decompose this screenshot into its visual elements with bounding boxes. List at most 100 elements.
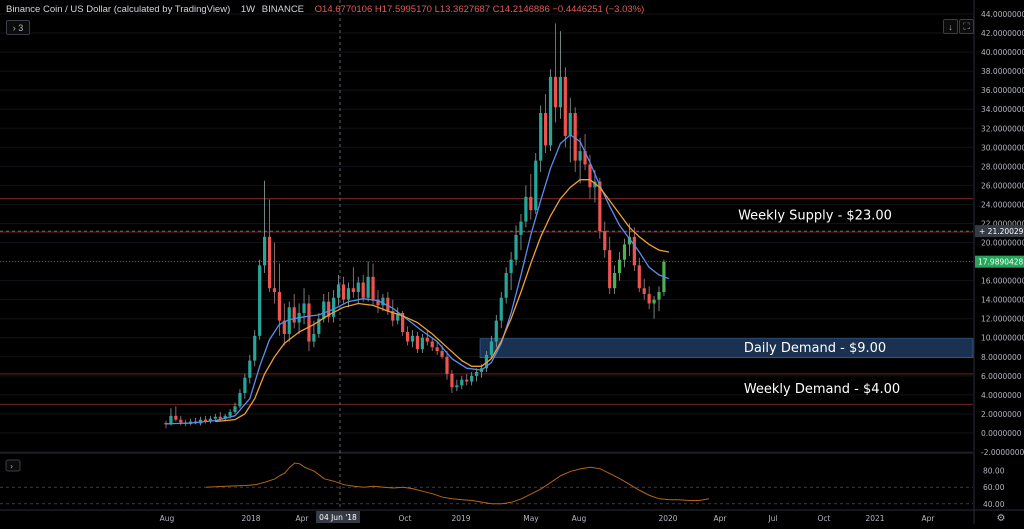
candle (415, 332, 420, 353)
candle-body (277, 292, 281, 321)
ohlc-values: O14.6770106 H17.5995170 L13.3627687 C14.… (314, 4, 645, 15)
candle-body (637, 265, 641, 289)
candle-body (425, 337, 429, 342)
candle-body (223, 415, 227, 419)
price-tick-label: 2.0000000 (981, 410, 1022, 419)
candle (563, 67, 567, 148)
candle (484, 351, 489, 373)
price-tick-label: 10.0000000 (981, 334, 1024, 343)
time-tick-label: Apr (296, 514, 310, 523)
candle (558, 31, 562, 119)
candle (460, 375, 464, 390)
price-tick-label: 28.0000000 (981, 162, 1024, 171)
candle-body (341, 284, 346, 300)
arrow-down-icon[interactable]: ↓ (943, 19, 958, 34)
candle-body (613, 272, 617, 289)
candle (637, 257, 641, 293)
candle-body (332, 297, 336, 317)
maximize-icon[interactable]: ⛶ (959, 19, 974, 34)
candle-body (647, 293, 651, 304)
candle-body (322, 301, 326, 319)
candle-body (396, 312, 400, 321)
price-tick-label: 26.0000000 (981, 181, 1024, 190)
candle-body (450, 373, 454, 388)
candle-body (302, 303, 306, 313)
current-price-label: 17.9890428 (978, 258, 1024, 267)
time-tick-label: Jul (767, 514, 777, 523)
candle (450, 370, 454, 393)
price-tick-label: 40.0000000 (981, 48, 1024, 57)
demand-zone-box (479, 338, 974, 359)
oscillator-tick-label: 60.00 (983, 483, 1005, 492)
candle (272, 242, 277, 304)
candle (524, 185, 528, 228)
candle-body (608, 250, 612, 289)
candle (519, 213, 523, 251)
time-tick-label: Oct (399, 514, 412, 523)
candle-body (243, 377, 247, 393)
candle-body (514, 234, 518, 260)
candle (647, 286, 651, 310)
candle-body (401, 312, 405, 333)
candle-body (336, 284, 341, 298)
candle (617, 252, 622, 281)
time-tick-label: 2021 (865, 514, 884, 523)
candle-body (534, 160, 538, 211)
price-tick-label: 14.0000000 (981, 296, 1024, 305)
candle (603, 221, 607, 258)
candle-body (583, 151, 587, 165)
candle-body (544, 113, 548, 146)
candle-body (430, 341, 434, 348)
candle-body (509, 259, 513, 273)
price-tick-label: 4.0000000 (981, 391, 1022, 400)
candle (544, 93, 548, 154)
level-label: Weekly Demand - $4.00 (744, 382, 900, 397)
candle-body (494, 320, 498, 342)
candle (652, 295, 656, 319)
candle-body (208, 418, 212, 422)
candle-body (455, 385, 459, 388)
candle-body (568, 113, 572, 136)
candle-body (391, 311, 395, 321)
candle-body (622, 244, 627, 260)
crosshair-time-label: 04 Jun '18 (319, 513, 357, 522)
candle-body (203, 419, 208, 422)
candle (622, 238, 627, 268)
candle (174, 406, 178, 422)
candle (578, 137, 582, 184)
gear-icon[interactable]: ⚙ (997, 513, 1006, 524)
candle (243, 373, 247, 399)
candle (317, 312, 321, 338)
candle-body (381, 297, 385, 306)
candle-body (366, 276, 370, 298)
candle (292, 293, 296, 329)
candle-body (474, 372, 479, 376)
candle (642, 278, 646, 300)
time-tick-label: Apr (714, 514, 728, 523)
candle-body (371, 276, 375, 300)
interval-label[interactable]: 1W (240, 4, 256, 15)
candle-body (470, 375, 474, 382)
candle-body (233, 406, 237, 413)
candle-body (553, 76, 558, 108)
price-tick-label: -2.0000000 (981, 448, 1024, 457)
candle (307, 294, 311, 352)
candle-body (539, 113, 543, 161)
candle-body (460, 379, 464, 386)
candle-body (632, 236, 636, 266)
indicators-collapse-button[interactable]: › 3 (6, 20, 30, 35)
oscillator-tick-label: 80.00 (983, 467, 1005, 476)
price-tick-label: 12.0000000 (981, 315, 1024, 324)
candle-body (410, 335, 415, 342)
candle (248, 354, 252, 384)
candle (657, 286, 661, 312)
candle (282, 303, 286, 346)
time-tick-label: Apr (922, 514, 936, 523)
candle (534, 153, 538, 214)
candle-body (563, 76, 567, 136)
candle-body (248, 360, 252, 378)
candle-body (218, 416, 222, 419)
candle-body (504, 272, 508, 298)
